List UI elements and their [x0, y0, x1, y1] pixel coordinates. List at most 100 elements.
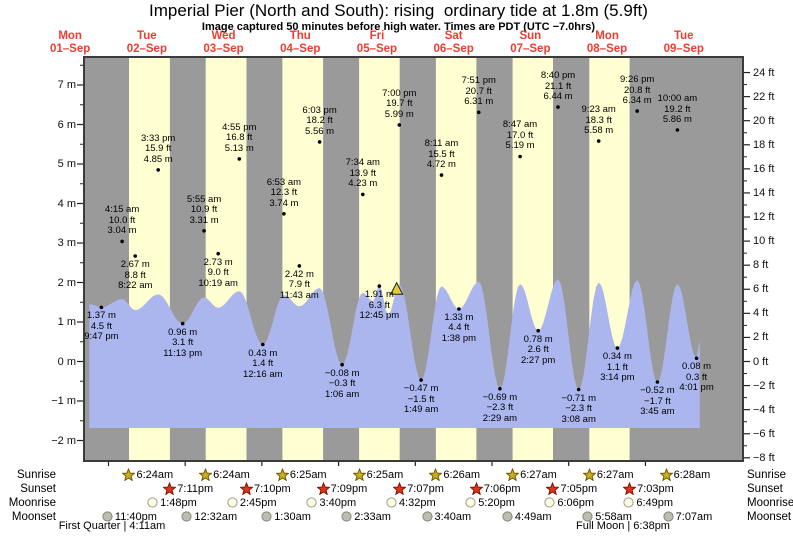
moonrise-icon [544, 497, 555, 508]
feet-axis-label: 20 ft [753, 114, 775, 127]
sunrise-entry: 6:26am [429, 468, 480, 481]
day-name: Tue [137, 30, 157, 42]
tide-point-dot [476, 110, 481, 115]
tide-point-dot [439, 173, 444, 177]
tide-point-dot [694, 356, 699, 361]
meter-axis-label: 4 m [57, 197, 76, 210]
moonset-entry: 12:32am [180, 510, 237, 523]
sunrise-time: 6:27am [596, 468, 634, 481]
sunrise-time: 6:24am [136, 468, 174, 481]
moonset-time: 3:40am [434, 510, 472, 523]
day-date: 03–Sep [203, 43, 244, 55]
row-label-moonset-right: Moonset [747, 511, 792, 523]
sunset-entry: 7:09pm [316, 482, 368, 495]
day-date: 08–Sep [586, 43, 628, 55]
tide-point-dot [576, 387, 581, 392]
chart-subtitle: Image captured 50 minutes before high wa… [201, 21, 596, 33]
sunset-entry: 7:07pm [393, 482, 444, 495]
sunset-icon [469, 482, 483, 495]
sunrise-entry: 6:24am [122, 468, 173, 481]
tide-point-dot [397, 123, 402, 127]
sunset-icon [163, 482, 177, 495]
tide-point-dot [377, 284, 382, 288]
moonset-icon [102, 511, 113, 522]
tide-point-dot [518, 154, 522, 159]
moonrise-time: 6:49pm [636, 496, 674, 509]
row-label-moonset-left: Moonset [11, 511, 56, 523]
tide-point-label: 6:53 am 12.3 ft 3.74 m [266, 176, 302, 209]
moonrise-entry: 2:45pm [226, 496, 277, 509]
day-name: Wed [211, 30, 236, 42]
sunset-time: 7:09pm [330, 482, 368, 495]
sunset-time: 7:10pm [253, 482, 291, 495]
tide-point-dot [419, 378, 423, 382]
sunrise-icon [429, 468, 443, 481]
now-marker-icon [389, 281, 404, 295]
day-name: Tue [673, 30, 694, 42]
moonset-icon [181, 511, 192, 522]
tide-curve-area [89, 279, 700, 428]
moonset-time: 2:33am [354, 510, 391, 523]
day-name: Sun [519, 30, 542, 42]
sunrise-icon [506, 468, 520, 481]
feet-axis-label: 12 ft [753, 211, 775, 224]
sunset-entry: 7:06pm [469, 482, 521, 495]
meter-axis-label: −1 m [51, 395, 76, 407]
tide-point-dot [261, 342, 265, 347]
tide-point-label: 8:11 am 15.5 ft 4.72 m [424, 138, 459, 171]
moonrise-entry: 6:06pm [543, 496, 594, 509]
tide-point-dot [282, 212, 286, 216]
moonrise-entry: 3:40pm [305, 496, 356, 509]
tide-point-label: 5:55 am 10.9 ft 3.31 m [186, 193, 222, 226]
feet-axis-label: 24 ft [753, 66, 775, 79]
moonrise-icon [306, 497, 318, 508]
day-date: 05–Sep [356, 43, 398, 55]
day-date: 01–Sep [50, 43, 91, 55]
tide-point-dot [498, 387, 502, 391]
tide-point-dot [536, 328, 540, 333]
tide-point-label: 0.43 m 1.4 ft 12:16 am [242, 347, 283, 380]
sunrise-entry: 6:27am [506, 468, 557, 481]
sunset-time: 7:03pm [637, 482, 674, 495]
tide-point-label: −0.71 m −2.3 ft 3:08 am [561, 392, 596, 425]
feet-axis-label: 16 ft [753, 162, 775, 175]
moonset-icon [582, 511, 593, 522]
tide-point-label: 2.42 m 7.9 ft 11:43 am [279, 268, 319, 301]
sunrise-time: 6:26am [443, 468, 481, 481]
row-label-sunrise-right: Sunrise [747, 469, 786, 481]
moonset-icon [663, 511, 674, 522]
meter-axis-label: 3 m [57, 237, 76, 249]
day-date: 02–Sep [126, 43, 167, 55]
tide-point-dot [202, 229, 206, 233]
tide-point-label: 7:51 pm 20.7 ft 6.31 m [461, 75, 496, 108]
meter-axis-label: 1 m [57, 316, 76, 328]
tide-point-label: 4:15 am 10.0 ft 3.04 m [104, 204, 140, 237]
sunset-entry: 7:05pm [546, 482, 597, 495]
moonset-time: 5:58am [595, 510, 632, 523]
feet-axis-label: −4 ft [753, 403, 775, 416]
sunrise-icon [582, 468, 596, 481]
tide-point-dot [99, 305, 104, 310]
moonset-entry: 7:07am [662, 510, 712, 523]
feet-axis-label: 22 ft [753, 90, 775, 103]
moonrise-icon [465, 497, 476, 508]
feet-axis-label: 14 ft [753, 186, 775, 199]
moonrise-entry: 5:20pm [464, 496, 515, 509]
feet-axis-label: −2 ft [753, 379, 775, 392]
tide-point-dot [675, 128, 680, 132]
day-date: 09–Sep [663, 43, 704, 55]
sunrise-icon [122, 468, 136, 481]
tide-point-dot [457, 307, 461, 311]
feet-axis-label: −6 ft [753, 427, 775, 440]
meter-axis-label: 7 m [57, 79, 76, 91]
tide-point-label: 7:34 am 13.9 ft 4.23 m [345, 157, 380, 190]
feet-axis-label: 8 ft [753, 259, 769, 272]
meter-axis-label: 2 m [57, 276, 76, 289]
moonset-time: 11:40pm [114, 510, 157, 523]
tide-point-dot [297, 264, 302, 268]
moonrise-time: 4:32pm [398, 496, 436, 509]
meter-axis-label: 0 m [57, 355, 76, 368]
tide-point-dot [133, 254, 137, 258]
day-name: Mon [58, 30, 82, 42]
row-label-sunset-left: Sunset [20, 483, 56, 495]
